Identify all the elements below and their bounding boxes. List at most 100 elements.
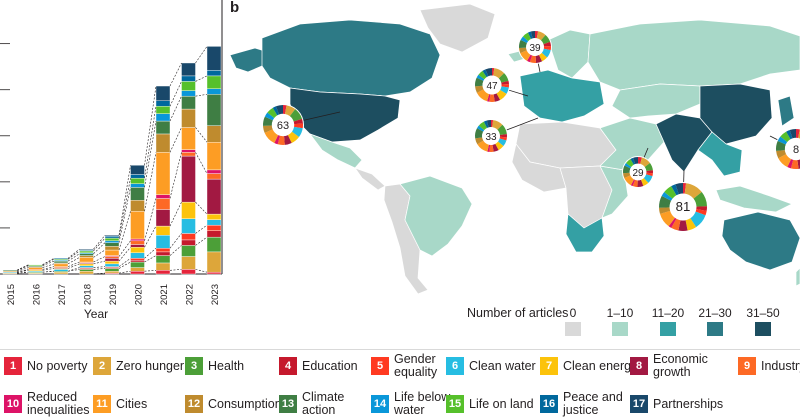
donut-hole-33 bbox=[482, 127, 500, 145]
donut-29-sdg14 bbox=[624, 162, 632, 169]
donut-39-sdg11 bbox=[520, 50, 531, 61]
bar-2020-sdg15 bbox=[130, 177, 145, 184]
legend-divider bbox=[0, 349, 800, 350]
bar-2023-sdg6 bbox=[206, 219, 222, 226]
bar-2022-sdg8 bbox=[181, 155, 196, 203]
connector-7-4 bbox=[195, 224, 208, 234]
donut-81-sdg7 bbox=[685, 218, 697, 231]
connector-1-4 bbox=[42, 270, 55, 273]
donut-39-sdg6 bbox=[541, 48, 551, 58]
connector-5-0 bbox=[144, 270, 157, 272]
donut-63-sdg12 bbox=[263, 125, 273, 133]
sdg-label-13: Climate action bbox=[302, 390, 345, 417]
sdg-label-10: Reduced inequalities bbox=[27, 390, 90, 417]
donut-hole-8 bbox=[785, 138, 800, 160]
sdg-swatch-10: 10 bbox=[4, 395, 22, 413]
bar-2023-sdg16 bbox=[206, 70, 222, 77]
bar-2018-sdg3 bbox=[79, 269, 94, 272]
bar-2021-sdg10 bbox=[155, 194, 171, 199]
donut-63-sdg10 bbox=[274, 135, 281, 145]
donut-47-sdg14 bbox=[476, 74, 485, 81]
bar-2023-sdg2 bbox=[206, 251, 222, 273]
sdg-legend-item-5: 5 Gender equality bbox=[371, 353, 464, 379]
sdg-legend-item-11: 11 Cities bbox=[93, 391, 147, 417]
country-usa bbox=[289, 87, 401, 143]
sdg-legend-item-14: 14 Life below water bbox=[371, 391, 464, 417]
donut-8-sdg9 bbox=[790, 159, 799, 169]
donut-47-sdg8 bbox=[493, 93, 501, 102]
map-legend-swatch-0 bbox=[565, 322, 581, 336]
donut-39-sdg13 bbox=[519, 39, 528, 49]
panel-label-b: b bbox=[230, 0, 239, 16]
donut-33-sdg7 bbox=[495, 141, 504, 151]
connector-7-16 bbox=[195, 46, 208, 64]
donut-29-sdg9 bbox=[632, 179, 638, 187]
connector-2-14 bbox=[67, 250, 80, 260]
country-japan bbox=[777, 95, 795, 127]
donut-39-sdg16 bbox=[527, 31, 533, 40]
donut-63-sdg6 bbox=[291, 126, 303, 137]
donut-81-sdg3 bbox=[693, 192, 707, 207]
bar-2019-sdg2 bbox=[104, 271, 120, 274]
sdg-swatch-15: 15 bbox=[446, 395, 464, 413]
connector-7-14 bbox=[195, 75, 208, 82]
sdg-label-15: Life on land bbox=[469, 396, 534, 411]
donut-29-sdg11 bbox=[624, 175, 635, 186]
bar-2015-sdg13 bbox=[2, 270, 18, 272]
bar-2020-sdg3 bbox=[130, 261, 145, 268]
bar-2022-sdg15 bbox=[181, 81, 196, 91]
sdg-label-8: Economic growth bbox=[653, 352, 708, 379]
bar-2018-sdg2 bbox=[79, 271, 94, 275]
country-southeast-asia bbox=[697, 131, 743, 177]
sdg-legend-item-8: 8 Economic growth bbox=[630, 353, 723, 379]
sdg-legend-item-7: 7 Clean energy bbox=[540, 353, 637, 379]
donut-8-sdg10 bbox=[787, 159, 794, 169]
bar-2021-sdg2 bbox=[155, 262, 171, 271]
donut-47-sdg2 bbox=[492, 68, 505, 79]
connector-5-16 bbox=[144, 85, 157, 166]
bar-2021-sdg7 bbox=[155, 225, 171, 236]
donut-39-sdg3 bbox=[540, 34, 551, 45]
map-legend-label-1: 1–10 bbox=[607, 306, 634, 320]
map-legend-swatch-3 bbox=[707, 322, 723, 336]
bar-2018-sdg15 bbox=[79, 250, 94, 254]
bar-2021-sdg6 bbox=[155, 235, 171, 249]
connector-2-10 bbox=[67, 257, 80, 265]
sdg-label-2: Zero hunger bbox=[116, 358, 185, 373]
donut-47-sdg7 bbox=[496, 89, 507, 100]
donut-63-sdg15 bbox=[267, 107, 278, 119]
bar-2019-sdg7 bbox=[104, 260, 120, 265]
bar-2020-sdg12 bbox=[130, 200, 145, 212]
bar-2022-sdg9 bbox=[181, 152, 196, 157]
donut-total-8: 8 bbox=[793, 144, 799, 156]
map-donut-charts: 63 47 39 33 29 81 8 bbox=[262, 30, 800, 232]
donut-33-sdg2 bbox=[491, 120, 503, 130]
connector-3-10 bbox=[93, 249, 106, 258]
donut-8-sdg17 bbox=[789, 129, 797, 139]
bar-2020-sdg5 bbox=[130, 258, 145, 261]
donut-81-sdg11 bbox=[659, 210, 676, 227]
sdg-label-1: No poverty bbox=[27, 358, 88, 373]
bar-2021-sdg13 bbox=[155, 120, 171, 135]
country-west-africa bbox=[511, 143, 567, 193]
donut-63-sdg4 bbox=[293, 118, 303, 125]
bar-2020-sdg13 bbox=[130, 187, 145, 201]
bar-2018-sdg6 bbox=[79, 265, 94, 268]
bar-2020-sdg8 bbox=[130, 244, 145, 248]
bar-2017-sdg2 bbox=[53, 271, 69, 275]
bar-2019-sdg15 bbox=[104, 237, 120, 242]
bar-2022-sdg4 bbox=[181, 239, 196, 246]
map-legend-label-2: 11–20 bbox=[652, 306, 685, 320]
bar-2020-sdg1 bbox=[130, 271, 145, 275]
connector-5-2 bbox=[144, 255, 157, 263]
x-tick-label-2016: 2016 bbox=[32, 284, 43, 305]
bar-2022-sdg12 bbox=[181, 108, 196, 128]
bar-2022-sdg14 bbox=[181, 90, 196, 97]
connector-6-8 bbox=[169, 152, 182, 199]
sdg-swatch-3: 3 bbox=[185, 357, 203, 375]
sdg-swatch-13: 13 bbox=[279, 395, 297, 413]
country-central-asia bbox=[611, 83, 701, 119]
donut-33-sdg12 bbox=[475, 137, 484, 145]
donut-29-sdg7 bbox=[640, 177, 649, 187]
donut-29-sdg13 bbox=[623, 165, 631, 174]
